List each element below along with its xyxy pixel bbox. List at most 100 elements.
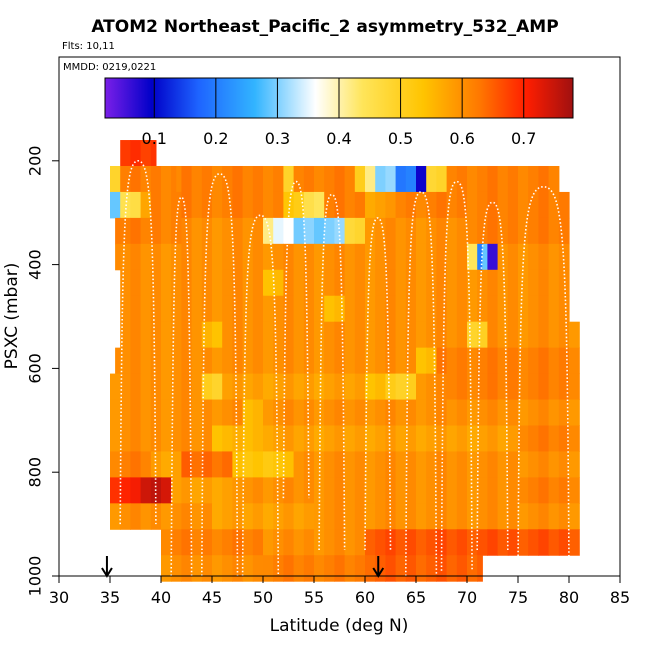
heatmap-cell [212, 269, 223, 297]
heatmap-cell [110, 165, 121, 193]
heatmap-cell [375, 425, 386, 452]
x-tick-label: 30 [49, 588, 69, 607]
heatmap-cell [273, 347, 284, 375]
heatmap-cell [344, 191, 356, 219]
heatmap-cell [324, 555, 335, 582]
heatmap-cell [273, 373, 284, 401]
heatmap-cell [456, 269, 468, 297]
heatmap-cell [467, 477, 478, 504]
heatmap-cell [222, 321, 233, 349]
heatmap-cell [477, 165, 488, 193]
heatmap-cell [110, 425, 121, 452]
heatmap-cell [436, 243, 448, 271]
heatmap-cell [242, 217, 254, 245]
heatmap-cell [222, 373, 233, 401]
heatmap-cell [314, 165, 325, 193]
heatmap-cell [497, 399, 509, 426]
heatmap-cell [487, 425, 499, 452]
heatmap-cell [283, 295, 295, 323]
heatmap-cell [528, 321, 539, 349]
heatmap-cell [115, 347, 121, 375]
heatmap-cell [140, 243, 152, 271]
heatmap-cell [324, 217, 335, 245]
heatmap-cell [181, 529, 193, 556]
heatmap-cell [518, 295, 529, 323]
heatmap-cell [283, 165, 295, 193]
heatmap-cell [273, 555, 284, 582]
heatmap-cell [548, 321, 560, 349]
heatmap-cell [375, 555, 386, 582]
heatmap-cell [110, 503, 121, 530]
heatmap-cell [324, 399, 335, 426]
heatmap-cell [222, 555, 233, 582]
heatmap-cell [569, 373, 580, 401]
heatmap-cell [518, 347, 529, 375]
heatmap-cell [538, 503, 550, 530]
heatmap-cell [416, 529, 427, 556]
heatmap-cell [140, 165, 152, 193]
heatmap-cell [140, 191, 152, 219]
y-axis-title: PSXC (mbar) [2, 263, 22, 370]
heatmap-cell [446, 555, 458, 582]
x-tick-label: 35 [100, 588, 120, 607]
heatmap-cell [354, 347, 366, 375]
heatmap-cell [324, 243, 335, 271]
heatmap-cell [273, 191, 284, 219]
heatmap-cell [252, 269, 264, 297]
chart-title: ATOM2 Northeast_Pacific_2 asymmetry_532_… [91, 17, 559, 37]
heatmap-cell [354, 217, 366, 245]
heatmap-cell [120, 295, 131, 323]
heatmap-cell [324, 425, 335, 452]
heatmap-cell [314, 269, 325, 297]
heatmap-cell [507, 425, 519, 452]
heatmap-cell [528, 399, 539, 426]
heatmap-cell [416, 191, 427, 219]
heatmap-cell [405, 269, 417, 297]
heatmap-cell [446, 217, 458, 245]
heatmap-cell [538, 321, 550, 349]
heatmap-cell [161, 295, 172, 323]
heatmap-cell [518, 243, 529, 271]
heatmap-cell [467, 269, 478, 297]
heatmap-cell [487, 165, 499, 193]
heatmap-cell [538, 373, 550, 401]
heatmap-cell [497, 451, 509, 478]
heatmap-cell [538, 477, 550, 504]
flight-profile [318, 193, 346, 551]
heatmap-cell [395, 321, 407, 349]
heatmap-cells [110, 140, 580, 582]
heatmap-cell [201, 373, 213, 401]
heatmap-cell [263, 243, 274, 271]
heatmap-cell [507, 217, 519, 245]
heatmap-cell [507, 295, 519, 323]
heatmap-cell [365, 217, 376, 245]
heatmap-cell [365, 451, 376, 478]
heatmap-cell [405, 373, 417, 401]
heatmap-cell [477, 243, 483, 271]
heatmap-cell [497, 165, 509, 193]
heatmap-cell [344, 347, 356, 375]
heatmap-cell [395, 191, 407, 219]
heatmap-cell [324, 373, 335, 401]
heatmap-cell [212, 503, 223, 530]
colorbar-tick-label: 0.3 [265, 129, 290, 148]
heatmap-cell [528, 425, 539, 452]
heatmap-cell [528, 191, 539, 219]
heatmap-cell [283, 503, 295, 530]
heatmap-cell [405, 243, 417, 271]
heatmap-cell [416, 165, 427, 193]
heatmap-cell [528, 269, 539, 297]
heatmap-cell [120, 347, 131, 375]
heatmap-cell [467, 347, 478, 375]
heatmap-cell [456, 451, 468, 478]
heatmap-cell [446, 477, 458, 504]
heatmap-cell [242, 503, 254, 530]
heatmap-cell [354, 477, 366, 504]
heatmap-cell [171, 399, 182, 426]
heatmap-cell [181, 399, 193, 426]
heatmap-cell [344, 399, 356, 426]
heatmap-cell [456, 243, 468, 271]
heatmap-cell [242, 451, 254, 478]
heatmap-cell [120, 503, 131, 530]
heatmap-cell [201, 529, 213, 556]
